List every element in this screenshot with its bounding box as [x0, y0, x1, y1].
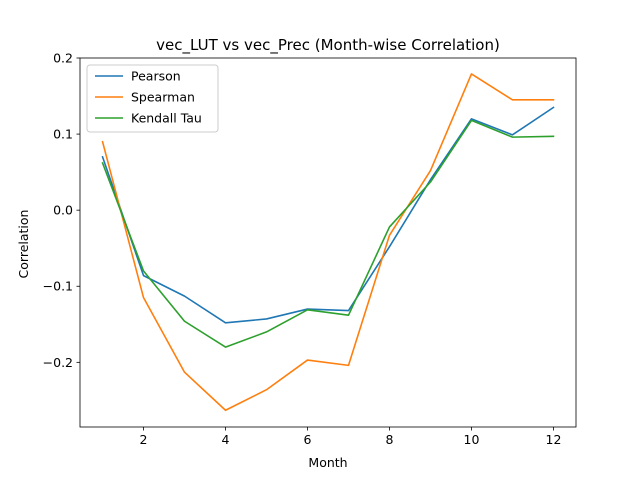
ticks-layer: 2 4 6 8 10 12 0.2 0.1 0.0 −0.1 −0.2 — [43, 51, 562, 448]
y-tick-label: −0.1 — [43, 279, 73, 294]
series-layer — [101, 73, 555, 412]
x-tick-label: 2 — [140, 432, 148, 447]
series-line-1 — [101, 106, 555, 324]
y-tick-label: −0.2 — [43, 355, 73, 370]
plot-frame — [79, 57, 577, 428]
legend-label-3: Kendall Tau — [131, 111, 202, 126]
x-tick-label: 4 — [222, 432, 230, 447]
y-axis-label: Correlation — [16, 210, 31, 279]
legend-label-1: Pearson — [131, 69, 181, 84]
legend: Pearson Spearman Kendall Tau — [86, 64, 219, 133]
x-tick-label: 6 — [304, 432, 312, 447]
y-tick-label: 0.1 — [53, 127, 73, 142]
x-tick-label: 10 — [464, 432, 480, 447]
y-tick-label: 0.2 — [53, 51, 73, 66]
legend-label-2: Spearman — [131, 90, 195, 105]
legend-box — [86, 64, 219, 133]
x-tick-label: 8 — [386, 432, 394, 447]
x-tick-label: 12 — [546, 432, 562, 447]
x-axis-label: Month — [308, 455, 347, 470]
axes-layer — [79, 57, 577, 428]
y-tick-label: 0.0 — [53, 203, 73, 218]
series-line-3 — [101, 119, 555, 348]
series-line-2 — [101, 73, 555, 412]
chart-title: vec_LUT vs vec_Prec (Month-wise Correlat… — [156, 36, 500, 55]
